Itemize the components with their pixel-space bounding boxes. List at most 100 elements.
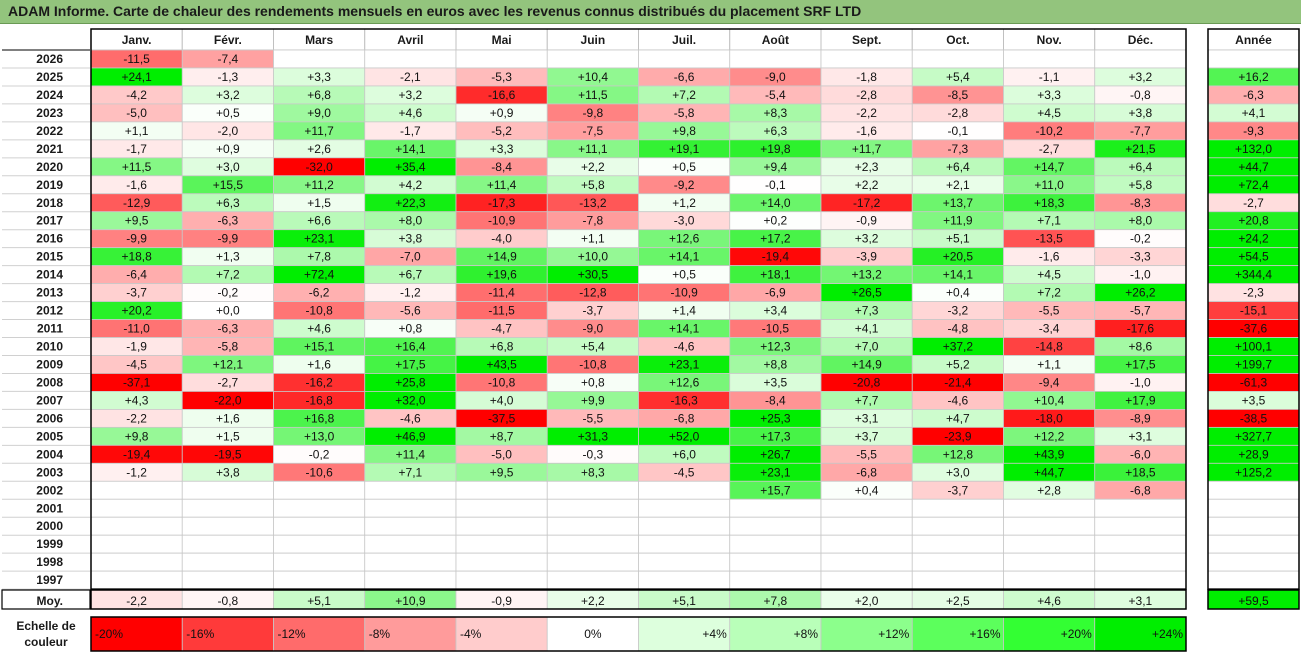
row-year-label: 2000 bbox=[36, 519, 63, 533]
heatmap-cell-value: +5,1 bbox=[946, 232, 970, 246]
average-cell-value: +3,1 bbox=[1129, 594, 1153, 608]
annual-border bbox=[1207, 28, 1300, 590]
heatmap-cell-value: +8,8 bbox=[764, 357, 788, 371]
heatmap-cell-value: +24,1 bbox=[121, 70, 152, 84]
month-header-label: Nov. bbox=[1037, 33, 1062, 47]
heatmap-cell-value: +0,8 bbox=[581, 375, 605, 389]
row-year-label: 1998 bbox=[36, 555, 63, 569]
color-scale-value: +8% bbox=[794, 627, 819, 641]
heatmap-cell-value: -9,9 bbox=[126, 232, 147, 246]
heatmap-cell-value: -1,0 bbox=[1130, 268, 1151, 282]
heatmap-cell bbox=[364, 534, 457, 554]
heatmap-cell-value: -2,2 bbox=[856, 106, 877, 120]
month-header-label: Janv. bbox=[122, 33, 152, 47]
heatmap-cell-value: -3,2 bbox=[948, 304, 969, 318]
heatmap-cell-value: -5,0 bbox=[126, 106, 147, 120]
average-annual-value: +59,5 bbox=[1238, 594, 1269, 608]
heatmap-cell bbox=[455, 480, 548, 500]
heatmap-cell-value: +3,4 bbox=[764, 304, 788, 318]
heatmap-cell-value: +7,0 bbox=[855, 340, 879, 354]
month-header-label: Févr. bbox=[214, 33, 242, 47]
heatmap-cell-value: +16,8 bbox=[304, 411, 335, 425]
row-year-label: 2001 bbox=[36, 501, 63, 515]
average-cell-value: -0,8 bbox=[218, 594, 239, 608]
heatmap-cell bbox=[1003, 516, 1096, 536]
heatmap-cell-value: +0,9 bbox=[216, 142, 240, 156]
annual-cell-value: -2,3 bbox=[1243, 286, 1264, 300]
row-year-label: 2016 bbox=[36, 232, 63, 246]
annual-cell-value: +16,2 bbox=[1238, 70, 1269, 84]
heatmap-cell-value: +4,1 bbox=[855, 322, 879, 336]
month-header-label: Mai bbox=[492, 33, 512, 47]
heatmap-cell-value: +25,3 bbox=[760, 411, 791, 425]
heatmap-cell-value: +22,3 bbox=[395, 196, 426, 210]
heatmap-cell-value: +11,5 bbox=[578, 88, 608, 102]
heatmap-cell-value: +3,0 bbox=[216, 160, 240, 174]
heatmap-cell-value: +26,2 bbox=[1125, 286, 1156, 300]
heatmap-cell-value: +11,7 bbox=[304, 124, 334, 138]
heatmap-cell-value: +11,1 bbox=[578, 142, 608, 156]
heatmap-cell-value: -8,5 bbox=[948, 88, 969, 102]
heatmap-cell-value: -1,1 bbox=[1039, 70, 1060, 84]
heatmap-cell-value: +4,7 bbox=[946, 411, 970, 425]
heatmap-cell-value: -23,9 bbox=[944, 429, 972, 443]
heatmap-cell-value: -8,9 bbox=[1130, 411, 1151, 425]
heatmap-cell-value: +72,4 bbox=[304, 268, 335, 282]
color-scale-swatch bbox=[273, 616, 366, 652]
heatmap-cell-value: -4,8 bbox=[948, 322, 969, 336]
color-scale-swatch bbox=[911, 616, 1004, 652]
heatmap-cell-value: -0,3 bbox=[583, 447, 604, 461]
annual-cell bbox=[1207, 49, 1300, 69]
annual-cell-value: +125,2 bbox=[1235, 465, 1272, 479]
annual-cell-value: -61,3 bbox=[1240, 375, 1268, 389]
month-header-label: Août bbox=[762, 33, 789, 47]
heatmap-cell-value: -1,7 bbox=[400, 124, 421, 138]
heatmap-cell bbox=[546, 49, 639, 69]
heatmap-cell-value: +7,1 bbox=[399, 465, 423, 479]
heatmap-cell-value: +25,8 bbox=[395, 375, 426, 389]
row-year-label: 2010 bbox=[36, 340, 63, 354]
heatmap-cell bbox=[638, 570, 731, 590]
color-scale-value: +12% bbox=[878, 627, 909, 641]
heatmap-cell-value: -16,2 bbox=[305, 375, 333, 389]
average-cell-value: +4,6 bbox=[1037, 594, 1061, 608]
color-scale-value: -16% bbox=[186, 627, 214, 641]
heatmap-cell-value: -1,2 bbox=[126, 465, 147, 479]
heatmap-cell-value: +17,5 bbox=[1125, 357, 1156, 371]
heatmap-cell-value: +1,4 bbox=[672, 304, 696, 318]
heatmap-cell bbox=[911, 516, 1004, 536]
heatmap-cell bbox=[638, 534, 731, 554]
heatmap-cell bbox=[273, 516, 366, 536]
average-cell-value: +2,5 bbox=[946, 594, 970, 608]
heatmap-cell-value: +15,7 bbox=[760, 483, 791, 497]
heatmap-cell-value: -4,6 bbox=[948, 393, 969, 407]
heatmap-cell-value: -5,3 bbox=[491, 70, 512, 84]
month-header-label: Juil. bbox=[672, 33, 696, 47]
heatmap-cell-value: +23,1 bbox=[669, 357, 700, 371]
row-year-label: 2012 bbox=[36, 304, 63, 318]
average-cell-value: +10,9 bbox=[395, 594, 426, 608]
title-bar: ADAM Informe. Carte de chaleur des rende… bbox=[0, 0, 1301, 24]
heatmap-cell-value: +30,5 bbox=[578, 268, 609, 282]
heatmap-cell-value: -1,3 bbox=[218, 70, 239, 84]
heatmap-cell bbox=[820, 516, 913, 536]
heatmap-cell-value: +32,0 bbox=[395, 393, 426, 407]
annual-cell bbox=[1207, 570, 1300, 590]
heatmap-cell-value: -0,8 bbox=[1130, 88, 1151, 102]
heatmap-cell-value: +18,3 bbox=[1034, 196, 1065, 210]
annual-cell-value: +3,5 bbox=[1242, 393, 1266, 407]
average-cell-value: -0,9 bbox=[491, 594, 512, 608]
annual-cell-value: -15,1 bbox=[1240, 304, 1268, 318]
heatmap-cell-value: +7,8 bbox=[307, 250, 331, 264]
heatmap-cell bbox=[638, 49, 731, 69]
heatmap-cell-value: -1,8 bbox=[856, 70, 877, 84]
heatmap-cell-value: +17,5 bbox=[395, 357, 426, 371]
heatmap-cell-value: +11,7 bbox=[852, 142, 882, 156]
color-scale-value: -12% bbox=[278, 627, 306, 641]
row-year-label: 2002 bbox=[36, 483, 63, 497]
heatmap-cell-value: -5,5 bbox=[583, 411, 604, 425]
heatmap-cell-value: -7,4 bbox=[218, 52, 239, 66]
heatmap-cell-value: +13,2 bbox=[851, 268, 882, 282]
annual-cell-value: +199,7 bbox=[1235, 357, 1272, 371]
heatmap-cell-value: -5,8 bbox=[674, 106, 695, 120]
